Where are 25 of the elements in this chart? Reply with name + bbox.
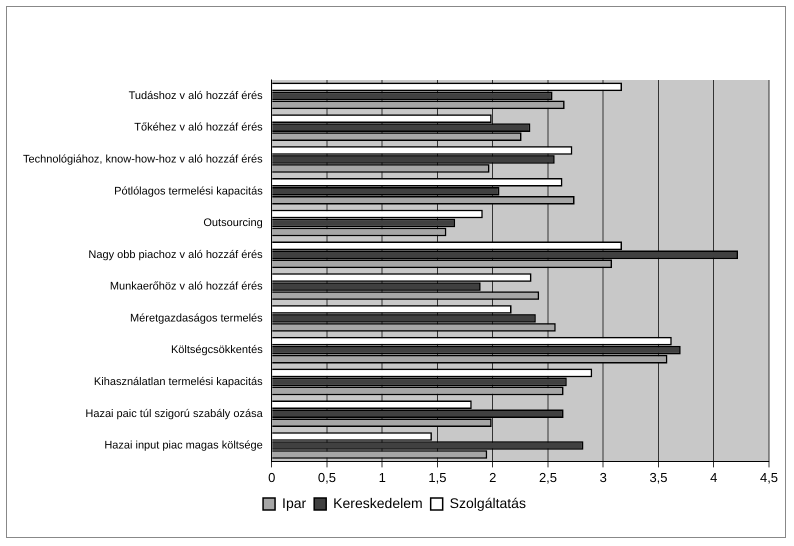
y-tick-label: Kihasználatlan termelési kapacitás [94,376,264,388]
legend-label: Kereskedelem [333,494,423,511]
legend-label: Szolgáltatás [450,494,526,511]
x-tick-label: 4 [710,470,718,485]
y-tick-label: Hazai paic túl szigorú szabály ozása [85,408,264,420]
x-tick-label: 4,5 [760,470,778,485]
y-tick-label: Technológiához, know-how-hoz v aló hozzáf érés [22,153,264,166]
y-tick-label: Méretgazdaságos termelés [130,312,264,324]
y-tick-label: Pótlólagos termelési kapacitás [114,185,264,198]
x-tick-label: 1,5 [428,470,446,485]
y-tick-label: Hazai input piac magas költsége [104,440,263,452]
y-tick-label: Költségcsökkentés [170,344,264,356]
x-tick-label: 2,5 [538,470,558,485]
y-tick-label: Tőkéhez v aló hozzáf érés [134,122,264,134]
x-tick-label: 0,5 [318,470,336,485]
legend-label: Ipar [282,494,307,511]
x-tick-label: 3,5 [649,470,668,485]
x-tick-label: 0 [268,470,276,485]
y-tick-label: Munkaerőhöz v aló hozzáf érés [110,280,264,293]
y-tick-label: Tudáshoz v aló hozzáf érés [128,90,264,102]
y-tick-label: Outsourcing [203,217,263,230]
x-tick-label: 1 [378,470,386,485]
x-tick-label: 3 [600,470,607,485]
x-tick-label: 2 [489,470,496,485]
y-tick-label: Nagy obb piachoz v aló hozzáf érés [88,248,264,261]
